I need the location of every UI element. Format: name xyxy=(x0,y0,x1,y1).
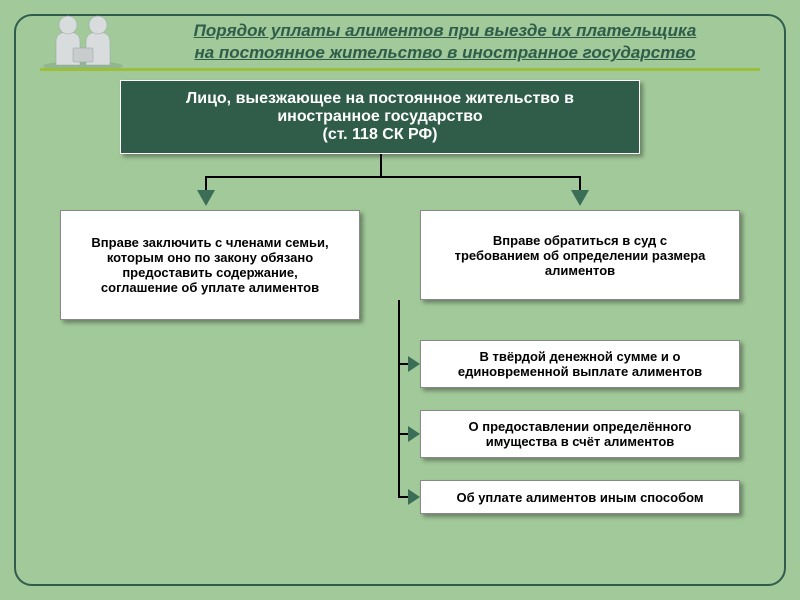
sub-option-line: имущества в счёт алиментов xyxy=(429,434,731,449)
arrow-right-down-icon xyxy=(571,190,589,206)
sub-option-node: В твёрдой денежной сумме и оединовременн… xyxy=(420,340,740,388)
sub-option-line: единовременной выплате алиментов xyxy=(429,364,731,379)
sub-option-node: Об уплате алиментов иным способом xyxy=(420,480,740,514)
conn-rdrop xyxy=(579,176,581,190)
sub-option-node: О предоставлении определённогоимущества … xyxy=(420,410,740,458)
right-line-3: алиментов xyxy=(429,263,731,278)
people-icon xyxy=(38,10,128,70)
sub-option-line: В твёрдой денежной сумме и о xyxy=(429,349,731,364)
left-line-1: Вправе заключить с членами семьи, xyxy=(69,235,351,250)
left-line-4: соглашение об уплате алиментов xyxy=(69,280,351,295)
conn-stem xyxy=(380,154,382,176)
conn-sub-h xyxy=(398,496,408,498)
arrow-right-icon xyxy=(408,426,420,442)
title-line-1: Порядок уплаты алиментов при выезде их п… xyxy=(150,20,740,42)
conn-sub-h xyxy=(398,433,408,435)
sub-option-line: Об уплате алиментов иным способом xyxy=(429,490,731,505)
sub-option-line: О предоставлении определённого xyxy=(429,419,731,434)
conn-sub-stem xyxy=(398,300,400,498)
right-line-2: требованием об определении размера xyxy=(429,248,731,263)
page-title: Порядок уплаты алиментов при выезде их п… xyxy=(150,20,740,64)
arrow-right-icon xyxy=(408,356,420,372)
arrow-left-down-icon xyxy=(197,190,215,206)
root-node: Лицо, выезжающее на постоянное жительств… xyxy=(120,80,640,154)
conn-ldrop xyxy=(205,176,207,190)
left-line-2: которым оно по закону обязано xyxy=(69,250,351,265)
right-option-node: Вправе обратиться в суд с требованием об… xyxy=(420,210,740,300)
left-option-node: Вправе заключить с членами семьи, которы… xyxy=(60,210,360,320)
title-line-2: на постоянное жительство в иностранное г… xyxy=(150,42,740,64)
conn-hbar xyxy=(205,176,581,178)
root-line-3: (ст. 118 СК РФ) xyxy=(121,126,639,144)
left-line-3: предоставить содержание, xyxy=(69,265,351,280)
arrow-right-icon xyxy=(408,489,420,505)
root-line-2: иностранное государство xyxy=(121,108,639,126)
conn-sub-h xyxy=(398,363,408,365)
right-line-1: Вправе обратиться в суд с xyxy=(429,233,731,248)
title-underline xyxy=(40,68,760,71)
root-line-1: Лицо, выезжающее на постоянное жительств… xyxy=(121,90,639,108)
